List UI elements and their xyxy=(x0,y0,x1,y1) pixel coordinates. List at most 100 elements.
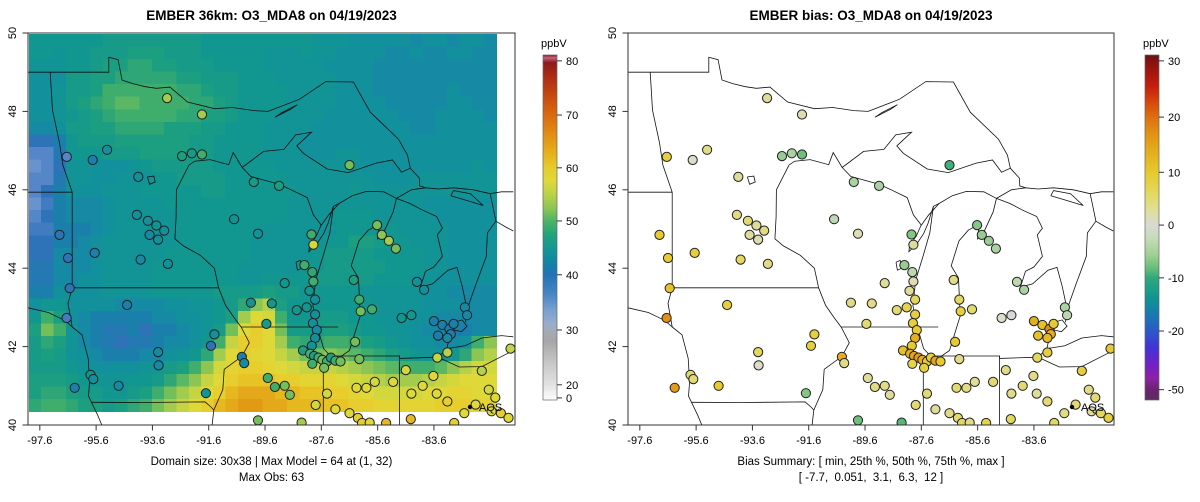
grid-cell xyxy=(176,121,190,136)
station-marker xyxy=(990,243,1002,254)
grid-cell xyxy=(41,184,54,198)
grid-cell xyxy=(225,361,239,375)
grid-cell xyxy=(238,260,251,274)
grid-cell xyxy=(336,273,350,287)
grid-cell xyxy=(102,46,116,60)
grid-cell xyxy=(311,172,325,186)
grid-cell xyxy=(90,84,104,98)
grid-cell xyxy=(102,197,116,211)
station-marker xyxy=(1049,417,1060,425)
grid-cell xyxy=(225,260,239,274)
grid-cell xyxy=(225,33,239,47)
grid-cell xyxy=(238,373,251,387)
grid-cell xyxy=(324,197,337,211)
geo-outline xyxy=(841,167,922,226)
station-marker xyxy=(722,299,733,311)
grid-cell xyxy=(164,348,178,362)
grid-cell xyxy=(28,109,42,123)
grid-cell xyxy=(361,84,374,98)
grid-cell xyxy=(397,71,411,85)
grid-cell xyxy=(373,109,387,123)
grid-cell xyxy=(225,134,239,148)
grid-cell xyxy=(176,46,190,60)
grid-cell xyxy=(176,399,190,413)
station-marker xyxy=(759,225,770,236)
grid-cell xyxy=(299,386,313,400)
grid-cell xyxy=(139,134,153,148)
grid-cell xyxy=(397,84,411,98)
station-marker xyxy=(348,274,359,286)
grid-cell xyxy=(127,46,141,60)
grid-cell xyxy=(164,285,178,299)
station-marker xyxy=(753,360,764,371)
grid-cell xyxy=(410,172,424,186)
station-marker xyxy=(731,209,743,220)
grid-cell xyxy=(434,247,448,261)
station-marker xyxy=(131,209,142,220)
grid-cell xyxy=(434,298,448,312)
grid-cell xyxy=(102,33,116,47)
station-marker xyxy=(442,332,453,344)
station-marker xyxy=(350,336,361,347)
geo-outline xyxy=(691,401,815,411)
grid-cell xyxy=(348,96,362,110)
station-marker xyxy=(355,306,366,317)
grid-cell xyxy=(78,172,91,186)
grid-cell xyxy=(422,348,436,362)
grid-cell xyxy=(422,134,436,148)
grid-cell xyxy=(139,323,153,337)
station-marker xyxy=(687,154,698,166)
station-marker xyxy=(483,384,494,395)
station-marker xyxy=(845,297,857,308)
grid-cell xyxy=(139,285,153,299)
grid-cell xyxy=(262,210,276,224)
grid-cell xyxy=(213,121,227,136)
grid-cell xyxy=(324,84,337,98)
grid-cell xyxy=(201,197,214,211)
grid-cell xyxy=(188,159,202,173)
grid-cell xyxy=(225,247,239,261)
grid-cell xyxy=(484,235,497,249)
grid-cell xyxy=(90,336,104,350)
station-marker xyxy=(330,404,341,415)
grid-cell xyxy=(151,210,165,224)
grid-cell xyxy=(459,71,473,85)
grid-cell xyxy=(127,361,141,375)
grid-cell xyxy=(90,399,104,413)
grid-cell xyxy=(139,310,153,324)
y-tick-label: 42 xyxy=(607,340,619,352)
station-marker xyxy=(462,310,473,321)
grid-cell xyxy=(28,399,42,413)
grid-cell xyxy=(299,58,313,73)
x-tick-label: -87.6 xyxy=(909,435,934,447)
grid-cell xyxy=(373,273,387,287)
grid-cell xyxy=(447,46,460,60)
grid-cell xyxy=(225,46,239,60)
station-marker xyxy=(901,302,912,313)
geo-outline xyxy=(410,167,426,189)
grid-cell xyxy=(102,159,116,173)
grid-cell xyxy=(361,247,374,261)
station-marker xyxy=(153,347,164,358)
station-marker xyxy=(866,298,877,309)
station-marker xyxy=(910,294,921,305)
station-marker xyxy=(102,144,113,155)
grid-cell xyxy=(348,222,362,236)
grid-cell xyxy=(65,323,79,337)
grid-cell xyxy=(311,46,325,60)
grid-cell xyxy=(373,323,387,337)
grid-cell xyxy=(274,134,288,148)
grid-cell xyxy=(410,197,424,211)
station-marker xyxy=(964,417,975,425)
grid-cell xyxy=(90,46,104,60)
station-marker xyxy=(753,347,764,358)
grid-cell xyxy=(397,285,411,299)
grid-cell xyxy=(225,172,239,186)
station-marker xyxy=(744,229,755,240)
grid-cell xyxy=(262,33,276,47)
grid-cell xyxy=(65,96,79,110)
station-marker xyxy=(153,360,164,371)
grid-cell xyxy=(90,235,104,249)
geo-outline xyxy=(996,198,1068,323)
